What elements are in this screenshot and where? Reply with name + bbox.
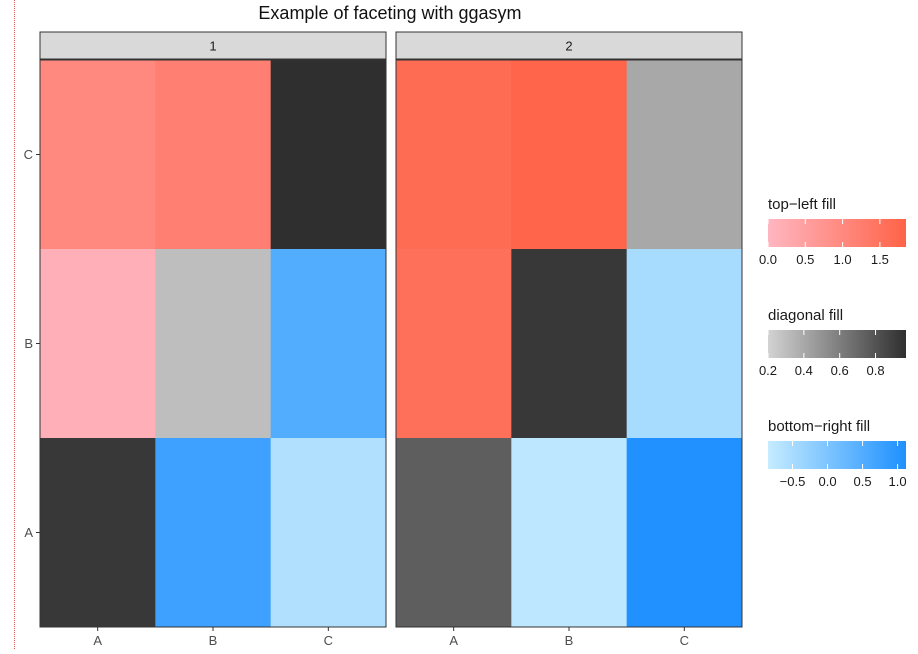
heatmap-cell: [396, 60, 512, 250]
legend-tick-label: −0.5: [780, 474, 806, 489]
heatmap-cell: [511, 438, 628, 628]
chart-title: Example of faceting with ggasym: [258, 3, 521, 23]
heatmap-cell: [40, 249, 156, 439]
heatmap-cell: [396, 438, 512, 628]
heatmap-cell: [626, 249, 743, 439]
heatmap-cell: [270, 60, 387, 250]
legend-tick-label: 0.0: [759, 252, 777, 267]
facet-panel-2: 2 A B C: [395, 31, 743, 648]
legend-tick-label: 0.4: [795, 363, 813, 378]
x-tick-label: B: [565, 633, 574, 648]
legend-tick-label: 1.0: [889, 474, 907, 489]
x-tick-label: C: [680, 633, 689, 648]
legend-bottom-right: bottom−right fill −0.5 0.0 0.5 1.0: [768, 418, 907, 489]
heatmap-cell: [155, 438, 272, 628]
y-tick-label: A: [24, 525, 33, 540]
legend-tick-label: 0.0: [819, 474, 837, 489]
heatmap-cell: [511, 249, 628, 439]
legend-tick-label: 1.5: [871, 252, 889, 267]
legend-title: diagonal fill: [768, 307, 843, 324]
legend-colorbar: [768, 441, 906, 469]
facet-panels: 1 A B C 2 A B C A B C: [24, 31, 743, 648]
x-tick-label: C: [324, 633, 333, 648]
y-axis: A B C: [24, 147, 40, 540]
legend-colorbar: [768, 219, 906, 247]
legend-diagonal: diagonal fill 0.2 0.4 0.6 0.8: [759, 307, 906, 378]
legend-tick-label: 0.2: [759, 363, 777, 378]
y-tick-label: C: [24, 147, 33, 162]
facet-strip-label: 2: [565, 39, 572, 54]
legend-colorbar: [768, 330, 906, 358]
legend-tick-label: 0.8: [866, 363, 884, 378]
facet-strip: [395, 31, 743, 60]
heatmap-cell: [270, 249, 387, 439]
facet-strip: [39, 31, 387, 60]
legend-title: top−left fill: [768, 196, 836, 213]
legend-top-left: top−left fill 0.0 0.5 1.0 1.5: [759, 196, 906, 267]
heatmap-cell: [270, 438, 387, 628]
legend-tick-label: 0.5: [854, 474, 872, 489]
heatmap-cell: [511, 60, 628, 250]
facet-strip-label: 1: [209, 39, 216, 54]
x-tick-label: B: [209, 633, 218, 648]
heatmap-cell: [396, 249, 512, 439]
legends: top−left fill 0.0 0.5 1.0 1.5 diagonal fill 0.…: [759, 196, 907, 489]
y-tick-label: B: [24, 336, 33, 351]
legend-title: bottom−right fill: [768, 418, 870, 435]
x-tick-label: A: [93, 633, 102, 648]
legend-tick-label: 0.5: [796, 252, 814, 267]
heatmap-cell: [155, 60, 272, 250]
heatmap-cell: [626, 438, 743, 628]
facet-panel-1: 1 A B C: [39, 31, 387, 648]
heatmap-cell: [40, 60, 156, 250]
legend-tick-label: 1.0: [834, 252, 852, 267]
x-tick-label: A: [449, 633, 458, 648]
legend-tick-label: 0.6: [831, 363, 849, 378]
heatmap-cell: [155, 249, 272, 439]
heatmap-cell: [40, 438, 156, 628]
heatmap-cell: [626, 60, 743, 250]
page-left-border: [14, 0, 15, 649]
